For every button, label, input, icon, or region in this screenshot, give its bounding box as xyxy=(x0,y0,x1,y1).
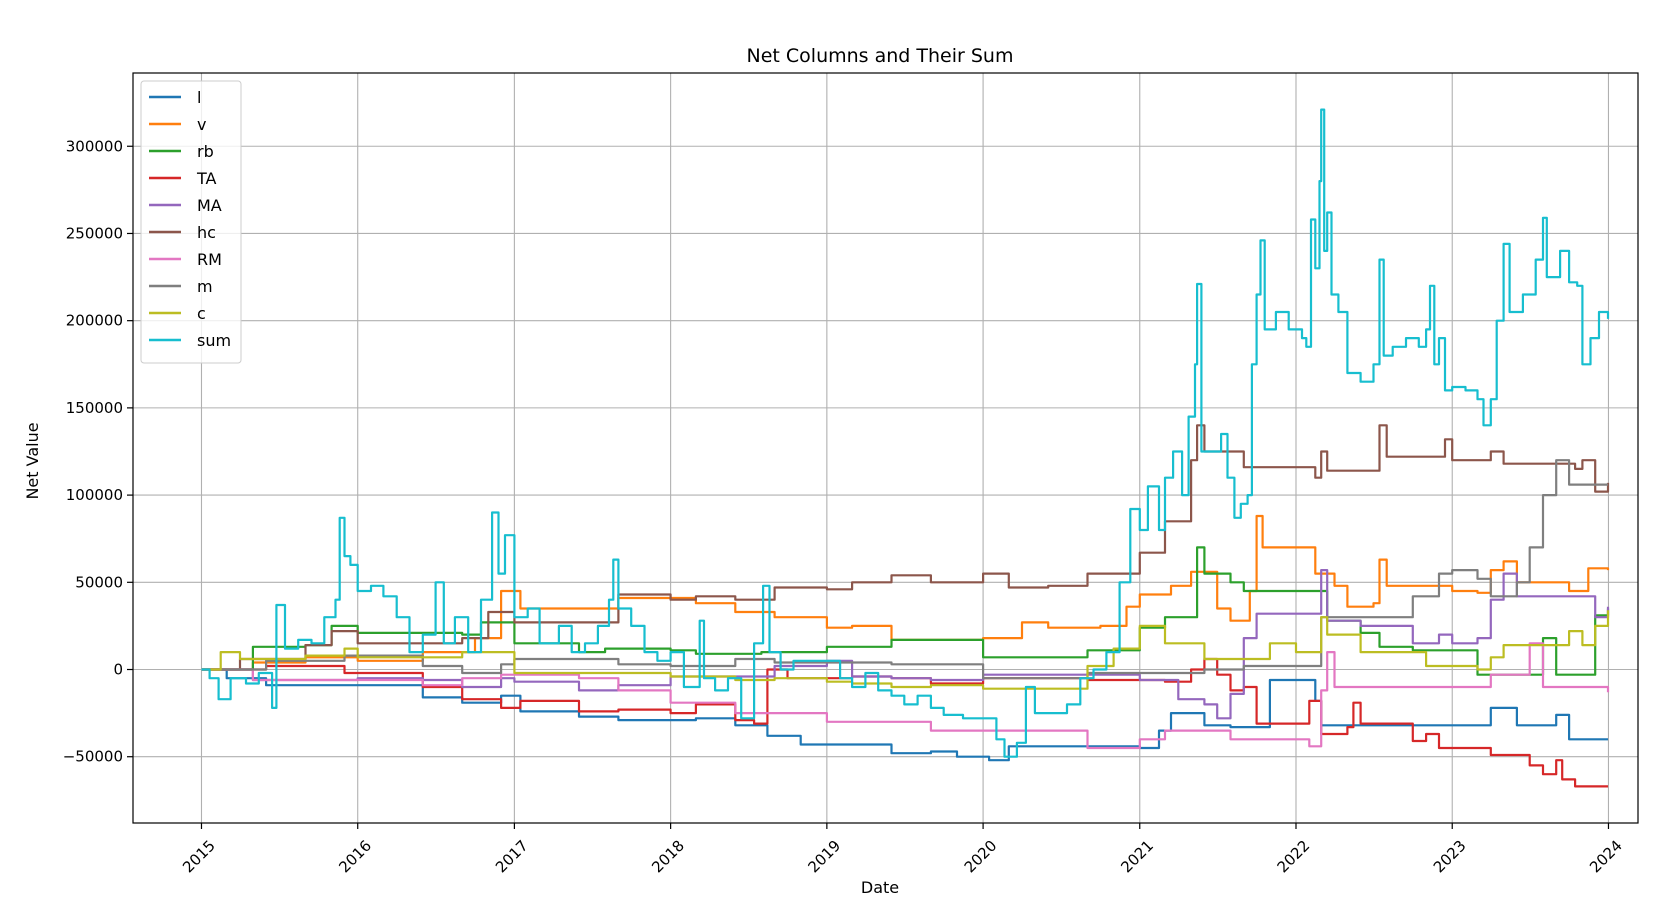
series-line-TA xyxy=(201,657,1608,788)
series-line-RM xyxy=(201,642,1610,750)
legend-label-c: c xyxy=(197,304,206,323)
x-axis-label: Date xyxy=(861,878,899,897)
series-line-l xyxy=(201,668,1608,762)
x-tick-label: 2015 xyxy=(179,837,219,877)
y-tick-label: 200000 xyxy=(66,312,123,330)
y-tick-label: 100000 xyxy=(66,486,123,504)
y-axis: −50000 0 50000 100000 150000 200000 250000 3000… xyxy=(63,137,133,766)
series-lines xyxy=(201,108,1610,788)
legend-label-hc: hc xyxy=(197,223,216,242)
y-tick-label: 300000 xyxy=(66,137,123,155)
x-tick-label: 2018 xyxy=(648,837,688,877)
legend-label-TA: TA xyxy=(196,169,217,188)
chart-title: Net Columns and Their Sum xyxy=(747,45,1014,67)
legend-label-m: m xyxy=(197,277,213,296)
y-axis-label: Net Value xyxy=(23,422,42,499)
y-tick-label: 150000 xyxy=(66,399,123,417)
x-tick-label: 2016 xyxy=(335,837,375,877)
legend-label-rb: rb xyxy=(197,142,214,161)
legend-label-l: l xyxy=(197,88,201,107)
series-line-v xyxy=(201,514,1610,671)
x-tick-label: 2022 xyxy=(1274,837,1314,877)
grid xyxy=(133,73,1638,823)
legend: lv rb TA MA hc RM mc sum xyxy=(140,80,242,364)
legend-label-RM: RM xyxy=(197,250,222,269)
y-tick-label: 0 xyxy=(113,661,123,679)
legend-label-v: v xyxy=(197,115,206,134)
plot-frame xyxy=(132,72,1639,824)
series-line-m xyxy=(201,459,1608,680)
series-line-rb xyxy=(201,546,1610,676)
series-line-MA xyxy=(201,568,1610,720)
legend-label-sum: sum xyxy=(197,331,231,350)
x-tick-label: 2019 xyxy=(805,837,845,877)
y-tick-label: 50000 xyxy=(75,573,123,591)
series-line-sum xyxy=(201,108,1610,758)
x-tick-label: 2017 xyxy=(492,837,532,877)
x-tick-label: 2021 xyxy=(1117,837,1157,877)
x-tick-label: 2024 xyxy=(1586,837,1626,877)
y-tick-label: −50000 xyxy=(63,748,123,766)
series-line-c xyxy=(201,610,1610,690)
x-axis: 2015 2016 2017 2018 2019 2020 2021 2022 2023 2024 xyxy=(179,823,1626,876)
legend-label-MA: MA xyxy=(197,196,222,215)
x-tick-label: 2020 xyxy=(961,837,1001,877)
x-tick-label: 2023 xyxy=(1430,837,1470,877)
y-tick-label: 250000 xyxy=(66,224,123,242)
